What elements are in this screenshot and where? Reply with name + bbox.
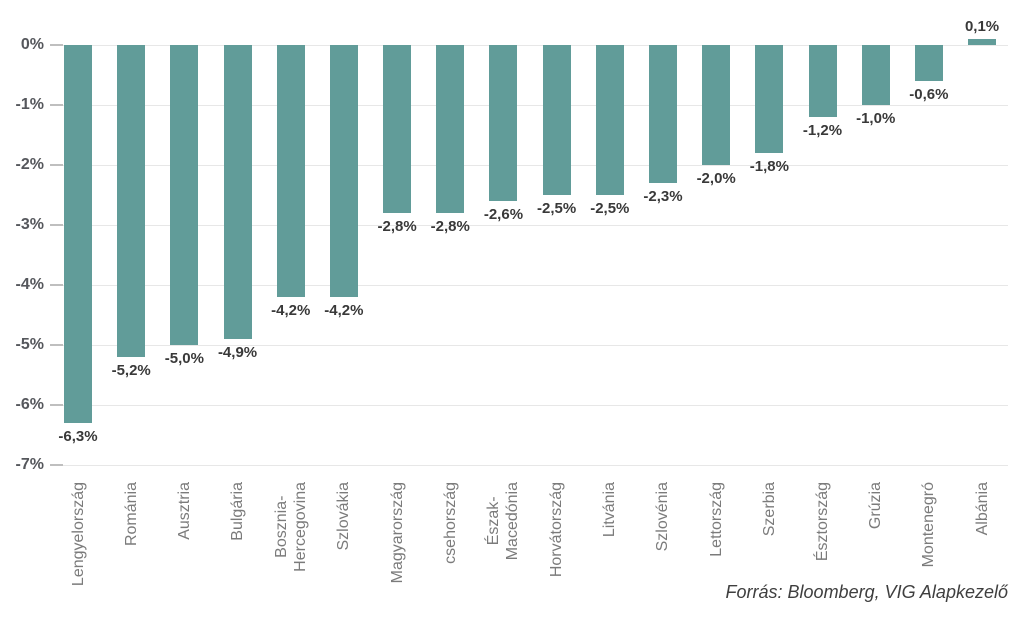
bar-value-label: -2,3% (643, 188, 683, 205)
tick-mark (50, 344, 63, 346)
source-note: Forrás: Bloomberg, VIG Alapkezelő (725, 582, 1008, 602)
bar-value-label: -6,3% (58, 428, 98, 445)
tick-mark (50, 224, 63, 226)
gridline (50, 105, 1008, 106)
bar-value-label: -2,8% (430, 218, 470, 235)
category-label: Észtország (814, 482, 832, 562)
bar-value-label: -1,0% (856, 110, 896, 127)
category-label-cell: Bosznia- Hercegovina (264, 482, 318, 620)
bar (542, 45, 571, 195)
gridline (50, 405, 1008, 406)
category-label-cell: Románia (104, 482, 158, 620)
bar (276, 45, 305, 297)
bar-value-label: -4,9% (217, 344, 258, 361)
category-label: Horvátország (548, 482, 566, 578)
y-axis-label: 0% (20, 36, 44, 53)
bar-value-label: -2,5% (537, 200, 577, 217)
tick-mark (50, 464, 63, 466)
y-axis-label: -3% (15, 216, 44, 233)
bar (648, 45, 677, 183)
category-label: Bulgária (229, 482, 247, 541)
bar (968, 39, 997, 45)
bar (808, 45, 837, 117)
tick-mark (50, 44, 63, 46)
bar (489, 45, 518, 201)
bar-value-label: -5,2% (111, 362, 151, 379)
category-label: Grúzia (867, 482, 885, 530)
category-label-cell: Bulgária (211, 482, 265, 620)
category-label-cell: Horvátország (530, 482, 584, 620)
bar-value-label: 0,1% (964, 18, 1000, 35)
tick-mark (50, 404, 63, 406)
bar (595, 45, 624, 195)
bar (223, 45, 252, 339)
category-label: Litvánia (601, 482, 619, 538)
bar-value-label: -2,0% (696, 170, 736, 187)
bar-value-label: -1,8% (749, 158, 789, 175)
bar-value-label: -4,2% (271, 302, 311, 319)
category-label: Szlovákia (335, 482, 353, 551)
category-label: Lettország (707, 482, 725, 557)
category-label: Magyarország (388, 482, 406, 584)
category-label: Montenegró (920, 482, 938, 568)
category-label-cell: Ausztria (157, 482, 211, 620)
bar (436, 45, 465, 213)
gridline (50, 225, 1008, 226)
bar (64, 45, 92, 423)
bar (861, 45, 890, 105)
category-label-cell: Magyarország (370, 482, 424, 620)
y-axis-label: -6% (15, 396, 44, 413)
tick-mark (50, 284, 63, 286)
bar-value-label: -5,0% (164, 350, 204, 367)
category-label-cell: Lengyelország (51, 482, 105, 620)
category-label: Észak- Macedónia (485, 482, 522, 561)
category-label-cell: Szlovákia (317, 482, 371, 620)
bar (117, 45, 146, 357)
category-label: Bosznia- Hercegovina (272, 482, 309, 572)
category-label: csehország (441, 482, 459, 564)
gridline (50, 345, 1008, 346)
category-label-cell: Észak- Macedónia (476, 482, 530, 620)
bar-value-label: -2,6% (483, 206, 524, 223)
y-axis-label: -7% (15, 456, 44, 473)
category-label: Szlovénia (654, 482, 672, 552)
bar (329, 45, 358, 297)
category-label: Albánia (973, 482, 991, 536)
tick-mark (50, 104, 63, 106)
gridline (50, 165, 1008, 166)
category-label-cell: Szlovénia (636, 482, 690, 620)
category-label-cell: csehország (423, 482, 477, 620)
y-axis-label: -1% (15, 96, 44, 113)
gridline (50, 285, 1008, 286)
category-label: Ausztria (175, 482, 193, 540)
bar-value-label: -4,2% (324, 302, 364, 319)
category-label: Szerbia (760, 482, 778, 537)
bar-value-label: -0,6% (909, 86, 949, 103)
gridline (50, 465, 1008, 466)
tick-mark (50, 164, 63, 166)
bar-value-label: -2,5% (590, 200, 630, 217)
bar-value-label: -2,8% (377, 218, 417, 235)
bar (170, 45, 199, 345)
bar-value-label: -1,2% (802, 122, 843, 139)
gridline (50, 45, 1008, 46)
bar (755, 45, 784, 153)
category-label: Lengyelország (69, 482, 87, 587)
bar (383, 45, 412, 213)
category-label: Románia (122, 482, 140, 547)
category-label-cell: Litvánia (583, 482, 637, 620)
bar (702, 45, 731, 165)
y-axis-label: -4% (15, 276, 44, 293)
bar (914, 45, 943, 81)
y-axis-label: -5% (15, 336, 44, 353)
y-axis-label: -2% (15, 156, 44, 173)
